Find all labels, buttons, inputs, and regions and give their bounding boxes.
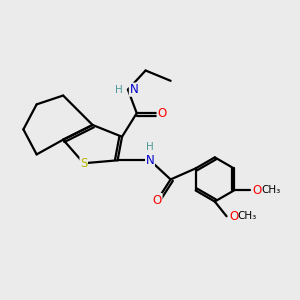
Text: N: N bbox=[146, 154, 154, 167]
Text: O: O bbox=[253, 184, 262, 197]
Text: O: O bbox=[157, 107, 167, 120]
Text: N: N bbox=[129, 83, 138, 96]
Text: CH₃: CH₃ bbox=[261, 185, 280, 196]
Text: H: H bbox=[115, 85, 123, 94]
Text: H: H bbox=[146, 142, 154, 152]
Text: O: O bbox=[153, 194, 162, 207]
Text: S: S bbox=[80, 157, 87, 170]
Text: CH₃: CH₃ bbox=[238, 211, 257, 221]
Text: O: O bbox=[229, 210, 238, 223]
